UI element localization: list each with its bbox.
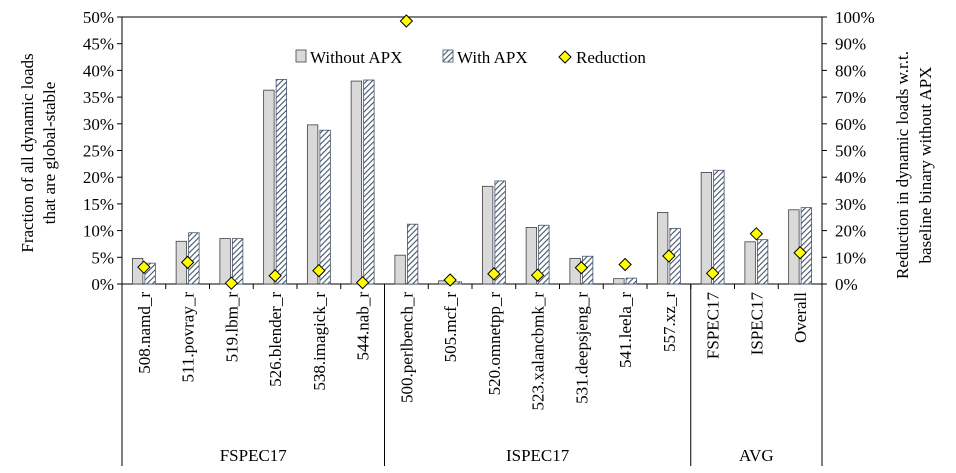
reduction-marker [530, 268, 545, 282]
bar-without-apx [656, 212, 669, 285]
category-label: 520.omnetpp_r [485, 292, 504, 396]
bar-with-apx [144, 262, 156, 285]
left-tick-label: 30% [83, 115, 114, 134]
left-tick-label: 40% [83, 61, 114, 80]
category-label: 538.imagick_r [310, 292, 329, 391]
group-label: FSPEC17 [220, 446, 288, 465]
category-label: ISPEC17 [747, 292, 766, 356]
legend-swatch-without-apx [295, 49, 307, 63]
right-axis-title: Reduction in dynamic loads w.r.t. baseli… [893, 51, 935, 279]
bar-with-apx [800, 207, 813, 285]
legend-label-with-apx: With APX [457, 48, 528, 67]
bar-without-apx [263, 89, 275, 285]
bar-with-apx [494, 180, 506, 285]
reduction-marker [487, 267, 501, 281]
bar-with-apx [625, 277, 638, 285]
bar-with-apx [756, 239, 769, 285]
reduction-marker [749, 227, 764, 241]
left-axis-title-line1: Fraction of all dynamic loads [18, 53, 37, 252]
right-tick-label: 90% [835, 35, 866, 54]
reduction-marker [574, 261, 589, 275]
group-label: ISPEC17 [506, 446, 570, 465]
left-tick-label: 20% [83, 168, 114, 187]
category-label: 557.xz_r [660, 292, 679, 352]
bar-without-apx [219, 238, 231, 285]
left-tick-label: 25% [83, 142, 114, 161]
legend-swatch-reduction [558, 50, 572, 64]
category-label: 523.xalancbmk_r [529, 292, 548, 411]
category-label: Overall [791, 292, 810, 343]
left-tick-label: 50% [83, 8, 114, 27]
legend: Without APX With APX Reduction [295, 48, 646, 67]
bar-without-apx [788, 209, 800, 285]
category-label: 541.leela_r [616, 292, 635, 368]
reduction-marker [399, 14, 414, 28]
bar-with-apx [275, 79, 288, 285]
bar-with-apx [363, 79, 375, 285]
bar-without-apx [306, 124, 319, 285]
reduction-marker [662, 249, 676, 263]
reduction-marker [793, 246, 807, 260]
bar-without-apx [744, 241, 756, 285]
right-tick-label: 50% [835, 142, 866, 161]
legend-label-reduction: Reduction [576, 48, 646, 67]
group-label: AVG [739, 446, 774, 465]
right-tick-label: 40% [835, 168, 866, 187]
plot-area: 0% 5% 10% 15% 20% 25% 30% 35% 40% 45% 50% 0% 10% 20% 3… [83, 8, 875, 466]
bar-without-apx [350, 80, 363, 285]
category-label: 508.namd_r [135, 292, 154, 374]
left-tick-label: 35% [83, 88, 114, 107]
bar-with-apx [231, 238, 244, 285]
bar-without-apx [481, 185, 494, 285]
left-axis-title: Fraction of all dynamic loads that are g… [18, 53, 59, 252]
bar-without-apx [394, 254, 406, 285]
reduction-marker [180, 255, 195, 270]
bar-with-apx [538, 224, 550, 285]
reduction-marker [268, 269, 282, 283]
bar-with-apx [713, 169, 725, 285]
right-tick-label: 0% [835, 275, 858, 294]
reduction-marker [224, 276, 239, 290]
right-tick-label: 10% [835, 248, 866, 267]
left-axis-title-line2: that are global-stable [40, 82, 59, 225]
reduction-marker [705, 266, 720, 281]
left-tick-label: 0% [91, 275, 114, 294]
right-axis-title-line1: Reduction in dynamic loads w.r.t. [893, 51, 912, 279]
right-tick-label: 20% [835, 222, 866, 241]
category-label: 505.mcf_r [441, 292, 460, 363]
category-label: 500.perlbench_r [397, 292, 416, 403]
bar-without-apx [613, 278, 625, 285]
bar-with-apx [319, 129, 331, 285]
bar-without-apx [525, 226, 538, 285]
right-axis-title-line2: baseline binary without APX [916, 67, 935, 264]
reduction-marker [312, 263, 326, 278]
category-label: 526.blender_r [266, 292, 285, 387]
legend-swatch-with-apx [442, 49, 454, 63]
right-tick-label: 100% [835, 8, 875, 27]
category-label: 544.nab_r [354, 292, 373, 361]
legend-label-without-apx: Without APX [310, 48, 402, 67]
bar-with-apx [406, 223, 419, 285]
right-tick-label: 60% [835, 115, 866, 134]
left-tick-label: 5% [91, 248, 114, 267]
reduction-marker [355, 275, 370, 290]
reduction-marker [137, 260, 151, 274]
right-tick-label: 30% [835, 195, 866, 214]
category-label: 531.deepsjeng_r [572, 292, 591, 404]
category-label: 519.lbm_r [222, 292, 241, 363]
left-tick-label: 15% [83, 195, 114, 214]
category-label: 511.povray_r [179, 292, 198, 383]
bar-without-apx [700, 171, 713, 285]
reduction-marker [618, 257, 632, 272]
left-tick-label: 10% [83, 222, 114, 241]
category-label: FSPEC17 [704, 292, 723, 360]
right-tick-label: 70% [835, 88, 866, 107]
left-tick-label: 45% [83, 35, 114, 54]
reduction-marker [443, 273, 457, 287]
right-tick-label: 80% [835, 61, 866, 80]
